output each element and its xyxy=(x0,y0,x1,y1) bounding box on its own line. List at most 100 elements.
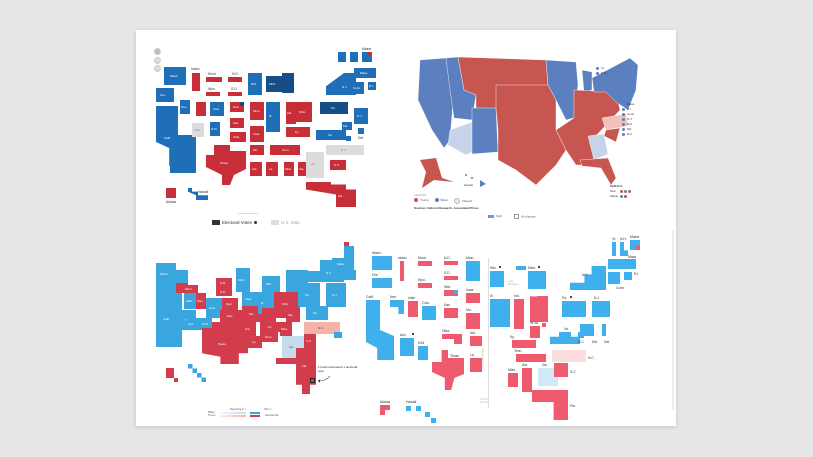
state-tile-minn[interactable]: Minn. xyxy=(250,102,264,120)
state-tile-ind[interactable]: Ind. xyxy=(286,102,296,124)
state-tile-ariz[interactable] xyxy=(400,338,414,356)
state-tile-fla[interactable]: Fla. xyxy=(306,182,356,207)
state-tile-md[interactable]: Md. xyxy=(342,122,352,130)
state-tile-nc[interactable]: N.C. xyxy=(326,145,364,155)
state-tile-iowa[interactable]: Iowa xyxy=(250,126,264,142)
state-tile-alaska[interactable] xyxy=(166,368,174,378)
state-tile-alaska[interactable] xyxy=(380,405,390,415)
state-tile-calif[interactable]: Calif. xyxy=(156,293,182,347)
state-tile-wyo[interactable] xyxy=(418,283,432,288)
state-tile-ill[interactable]: Ill. xyxy=(266,102,280,132)
state-tile-ariz[interactable] xyxy=(196,102,206,116)
state-tile-nev[interactable]: Nev. xyxy=(180,100,190,114)
state-tile-okla[interactable]: Okla. xyxy=(230,132,246,142)
state-tile-mont[interactable]: Mont. xyxy=(182,285,198,293)
state-tile-tenn[interactable]: Tenn. xyxy=(270,145,300,155)
state-tile-conn[interactable]: Conn. xyxy=(352,82,364,94)
state-tile-colo[interactable]: Colo. xyxy=(210,102,224,116)
state-tile-nev[interactable] xyxy=(390,300,404,314)
state-tile-minn[interactable]: Minn. xyxy=(236,268,250,292)
state-tile-wash[interactable]: Wash. xyxy=(164,67,186,85)
state-tile-mich[interactable] xyxy=(528,271,546,289)
state-tile-ore[interactable] xyxy=(372,278,392,288)
reset-view-button[interactable] xyxy=(154,65,161,72)
state-tile-sc[interactable] xyxy=(554,363,568,377)
state-tile-fla[interactable] xyxy=(532,390,568,420)
state-tile-ohio[interactable]: Ohio xyxy=(296,102,312,122)
state-tile-ga[interactable]: Ga. xyxy=(306,152,324,178)
state-tile-ala[interactable]: Ala. xyxy=(298,162,308,176)
state-tile-pa[interactable]: Pa. xyxy=(298,283,320,307)
state-tile-wis[interactable]: Wis. xyxy=(262,276,280,292)
state-tile-fla[interactable]: Fla. xyxy=(296,348,316,394)
state-tile-nj[interactable]: N.J. xyxy=(354,108,368,124)
view-toggle[interactable]: Electoral Votes U.S. Map xyxy=(212,220,300,225)
state-tile-ky[interactable]: Ky. xyxy=(286,127,310,137)
state-tile-nj[interactable] xyxy=(592,301,610,317)
state-tile-idaho[interactable] xyxy=(400,261,404,281)
state-tile-utah[interactable] xyxy=(408,301,418,317)
info-icon[interactable] xyxy=(254,221,258,224)
state-tile-ind[interactable] xyxy=(262,308,276,322)
state-tile-nh[interactable] xyxy=(350,52,358,62)
state-tile-va[interactable] xyxy=(550,332,580,344)
state-tile-ala[interactable] xyxy=(522,368,532,392)
us-map-option[interactable]: U.S. Map xyxy=(271,220,300,225)
zoom-out-button[interactable] xyxy=(154,57,161,64)
state-tile-hawaii[interactable] xyxy=(406,406,411,411)
state-tile-nm[interactable]: N.M. xyxy=(200,318,212,330)
state-tile-ri[interactable] xyxy=(624,272,632,280)
state-tile-hawaii[interactable] xyxy=(188,364,206,382)
state-tile-miss[interactable]: Miss. xyxy=(284,162,294,176)
state-tile-ky[interactable] xyxy=(512,340,536,348)
state-tile-nc[interactable]: N.C. xyxy=(304,322,340,334)
state-tile-vt[interactable] xyxy=(612,242,616,256)
state-tile-wva[interactable] xyxy=(530,326,540,338)
state-tile-conn[interactable] xyxy=(608,272,620,284)
state-tile-dc[interactable] xyxy=(346,136,351,141)
state-tile-del[interactable] xyxy=(358,128,364,134)
state-tile-mont[interactable] xyxy=(418,261,432,266)
state-tile-wyo[interactable] xyxy=(206,92,220,96)
state-tile-wis[interactable] xyxy=(490,271,504,287)
state-tile-nm[interactable] xyxy=(418,346,428,360)
state-tile-mo[interactable]: Mo. xyxy=(242,306,262,322)
state-tile-conn[interactable] xyxy=(344,270,356,280)
state-tile-ohio[interactable] xyxy=(530,296,548,322)
state-tile-nm[interactable]: N.M. xyxy=(210,122,220,136)
state-tile-utah[interactable]: Utah xyxy=(184,293,196,309)
state-tile-maine[interactable] xyxy=(362,52,372,62)
state-tile-la[interactable]: La. xyxy=(266,162,278,176)
state-tile-ark[interactable] xyxy=(470,336,482,346)
state-tile-nd[interactable]: N.D. xyxy=(216,278,232,288)
state-tile-vt[interactable] xyxy=(338,52,346,62)
state-tile-ind[interactable] xyxy=(514,299,524,329)
state-tile-pa[interactable]: Pa. xyxy=(320,102,348,114)
state-tile-minn[interactable] xyxy=(466,261,480,281)
state-tile-colo[interactable] xyxy=(422,306,436,320)
state-tile-okla[interactable] xyxy=(442,334,462,344)
state-tile-kan[interactable]: Kan. xyxy=(230,118,244,128)
state-tile-mo[interactable]: Mo. xyxy=(250,145,264,155)
state-tile-nh[interactable] xyxy=(620,242,628,256)
state-tile-mass[interactable] xyxy=(608,259,636,269)
state-tile-mont[interactable] xyxy=(206,77,222,82)
state-tile-nj[interactable]: N.J. xyxy=(326,283,346,307)
state-tile-ill[interactable] xyxy=(490,299,510,327)
state-tile-neb[interactable] xyxy=(444,290,458,296)
state-tile-sc[interactable]: S.C. xyxy=(304,334,316,348)
state-tile-wash[interactable]: Wash. xyxy=(156,263,176,293)
state-tile-ny[interactable] xyxy=(570,266,606,290)
state-tile-md[interactable] xyxy=(580,324,594,336)
state-tile-wyo[interactable]: Wyo. xyxy=(196,293,206,309)
zoom-in-button[interactable] xyxy=(154,48,161,55)
state-tile-iowa[interactable]: Iowa xyxy=(242,292,258,306)
state-tile-texas[interactable] xyxy=(432,350,464,390)
state-tile-maine[interactable] xyxy=(344,246,354,258)
state-tile-sd[interactable] xyxy=(444,276,458,280)
state-tile-ark[interactable]: Ark. xyxy=(250,162,262,176)
state-tile-ga[interactable] xyxy=(538,368,558,386)
state-tile-miss[interactable]: Miss. xyxy=(280,322,292,336)
state-tile-texas[interactable]: Texas xyxy=(206,145,246,185)
state-tile-mo[interactable] xyxy=(466,313,480,329)
